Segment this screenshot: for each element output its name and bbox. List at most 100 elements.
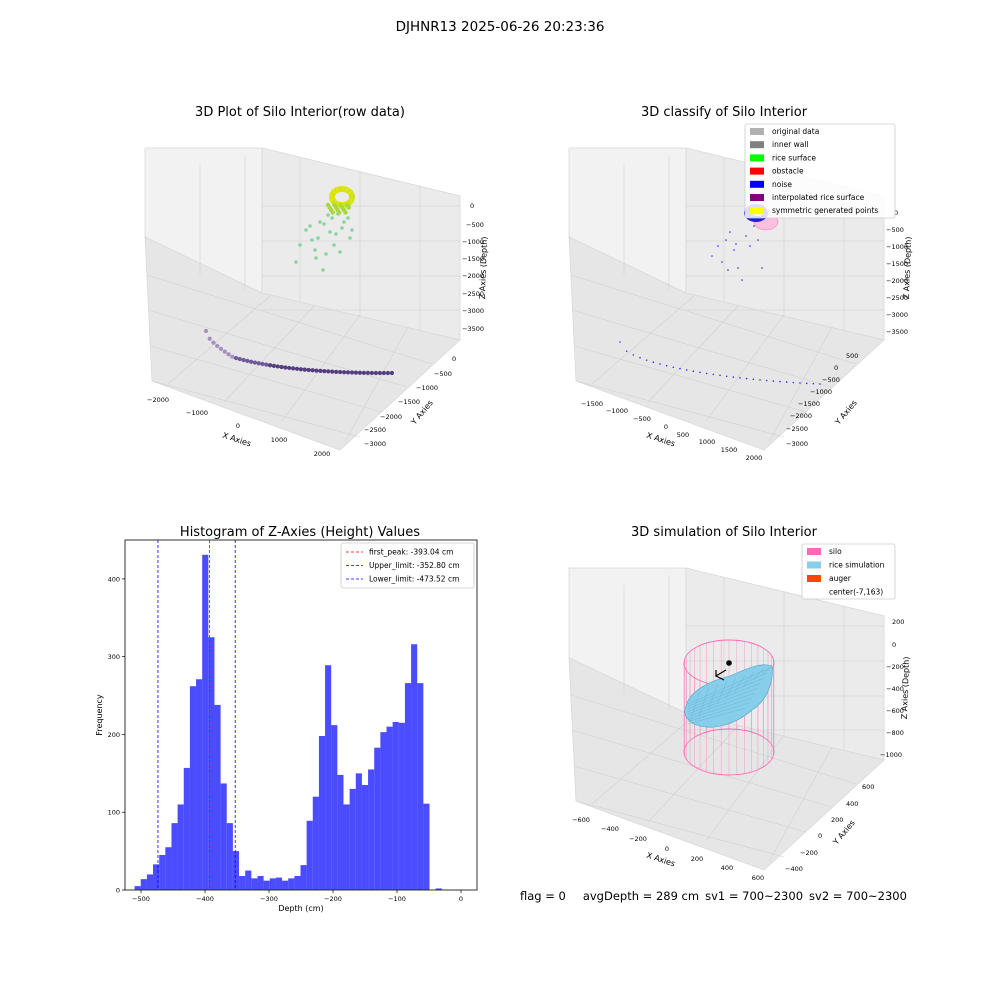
classify-noise-point — [717, 245, 719, 247]
classify-noise-point — [753, 225, 755, 227]
classify-y-tick: −3000 — [786, 440, 808, 448]
rice-mesh-line — [698, 686, 710, 717]
histogram-bar — [368, 769, 375, 890]
classify-legend-swatch — [750, 141, 764, 149]
raw-wall-point — [314, 368, 319, 373]
classify-x-tick: −1000 — [606, 407, 628, 415]
simulation-legend-label: silo — [829, 547, 842, 556]
classify-noise-point — [759, 379, 761, 381]
histogram-x-tick-label: −400 — [196, 895, 214, 903]
rice-mesh-line — [687, 677, 765, 710]
raw-wall-point — [294, 366, 300, 371]
sim-z-ticks: 200 0 −200 −400 −600 −800 −1000 — [880, 618, 904, 759]
raw-wall-point — [230, 354, 235, 359]
raw-x-tick: −2000 — [147, 396, 169, 404]
histogram-bar — [275, 877, 283, 890]
histogram-bar — [392, 722, 399, 890]
raw-surface-point — [334, 232, 338, 236]
classify-gridlines — [570, 155, 884, 443]
raw-wall-point — [349, 370, 355, 375]
raw-wall-point — [260, 361, 265, 367]
panel-simulation-title: 3D simulation of Silo Interior — [631, 525, 818, 540]
classify-y-tick: −2500 — [786, 425, 808, 433]
raw-wall-point — [287, 365, 292, 371]
histogram-bar — [251, 878, 258, 890]
histogram-bar — [331, 725, 338, 890]
histogram-bar — [398, 722, 405, 890]
sim-z-tick: 200 — [892, 618, 904, 626]
raw-top-cluster-point — [337, 210, 342, 215]
histogram-bar — [435, 888, 442, 890]
rice-mesh-line — [743, 671, 755, 687]
raw-surface-point — [322, 222, 326, 226]
histogram-bar — [306, 820, 313, 890]
classify-x-tick: −1500 — [581, 400, 603, 408]
raw-wall-point — [326, 369, 331, 374]
raw-wall-point — [334, 369, 339, 374]
classify-y-ticks: 500 0 −500 −1000 −1500 −2000 −2500 −3000 — [786, 352, 858, 448]
figure-suptitle: DJHNR13 2025-06-26 20:23:36 — [396, 19, 605, 35]
histogram-bar — [202, 554, 209, 890]
sim-z-tick: −1000 — [880, 751, 902, 759]
classify-z-label: Z Axies (Depth) — [902, 236, 913, 299]
classify-noise-point — [665, 364, 668, 367]
histogram-x-tick-label: −300 — [260, 895, 278, 903]
sim-y-tick: 600 — [862, 783, 874, 791]
raw-surface-point — [324, 252, 328, 256]
histogram-bar — [239, 876, 246, 890]
classify-noise-point — [757, 239, 759, 241]
classify-legend-label: rice surface — [772, 153, 816, 162]
classify-legend-label: noise — [772, 180, 792, 189]
histogram-x-tick-label: −100 — [388, 895, 406, 903]
sim-x-tick: −200 — [629, 835, 647, 843]
classify-z-tick: −2000 — [886, 277, 908, 285]
sim-z-tick: −800 — [886, 729, 904, 737]
raw-wall-point — [389, 370, 395, 376]
simulation-legend-label: rice simulation — [829, 561, 885, 570]
sim-z-label: Z Axies (Depth) — [900, 656, 911, 719]
histogram-bar — [171, 823, 178, 890]
classify-legend-items: original data inner wall rice surface obsta… — [750, 127, 878, 215]
sim-y-tick: −400 — [785, 865, 803, 873]
raw-surface-point — [310, 238, 314, 242]
histogram-bar — [177, 804, 184, 890]
raw-surface-point — [321, 268, 325, 272]
raw-wall-point — [241, 357, 246, 363]
histogram-y-tick-label: 300 — [108, 653, 120, 661]
sim-x-ticks: −600 −400 −200 0 200 400 600 — [572, 816, 764, 882]
raw-wall-point — [252, 360, 257, 365]
classify-z-tick: −1500 — [886, 260, 908, 268]
rice-mesh-line — [687, 687, 759, 715]
histogram-bar — [159, 855, 166, 890]
classify-legend-swatch — [750, 207, 764, 215]
sim-x-tick: −600 — [572, 816, 590, 824]
histogram-bar — [325, 665, 332, 890]
classify-noise-point — [737, 267, 739, 269]
raw-surface-point — [338, 250, 342, 254]
histogram-bar — [312, 796, 319, 890]
histogram-bar — [294, 876, 301, 890]
sv2-status: sv2 = 700~2300 — [809, 889, 907, 903]
histogram-bar — [257, 876, 264, 890]
raw-floor-pane — [144, 236, 461, 451]
classify-x-ticks: −1500 −1000 −500 0 500 1000 1500 2000 — [581, 400, 762, 462]
histogram-bar — [337, 774, 344, 890]
raw-y-tick: 0 — [452, 355, 456, 363]
classify-noise-point — [727, 269, 729, 271]
classify-z-tick: −3500 — [886, 328, 908, 336]
raw-z-tick: −2500 — [462, 290, 484, 298]
sim-x-tick: 400 — [721, 864, 733, 872]
raw-wall-point — [318, 368, 323, 373]
classify-y-tick: −500 — [822, 376, 840, 384]
simulation-legend-label: auger — [829, 574, 852, 583]
raw-z-tick: −2000 — [462, 272, 484, 280]
histogram-x-tick-label: −200 — [324, 895, 342, 903]
classify-noise-point — [699, 371, 701, 374]
raw-wall-point — [298, 367, 303, 372]
raw-x-label: X Axies — [221, 431, 252, 449]
classify-noise-point — [735, 243, 737, 245]
rice-mesh-line — [761, 665, 773, 675]
raw-z-tick: −500 — [466, 221, 484, 229]
rice-mesh-line — [687, 697, 753, 720]
raw-surface-point — [304, 228, 308, 232]
